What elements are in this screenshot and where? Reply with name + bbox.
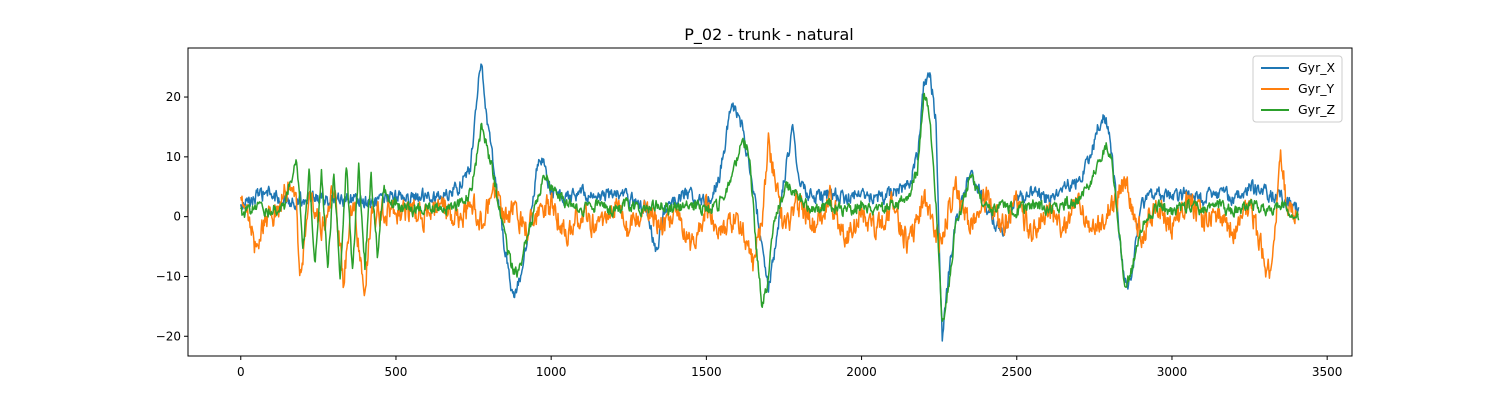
- y-tick-label: 20: [166, 90, 181, 104]
- y-tick-label: −10: [156, 269, 181, 283]
- x-tick-label: 500: [385, 365, 408, 379]
- series-line-gyr-y: [240, 132, 1300, 297]
- x-tick-label: 0: [237, 365, 245, 379]
- x-tick-label: 1000: [536, 365, 567, 379]
- series-line-gyr-z: [240, 92, 1300, 322]
- x-tick-label: 2000: [846, 365, 877, 379]
- y-tick-label: 10: [166, 150, 181, 164]
- legend-label: Gyr_X: [1298, 60, 1335, 75]
- y-tick-label: 0: [173, 210, 181, 224]
- x-axis: 0 500 1000 1500 2000 2500 3000 3500: [237, 356, 1342, 379]
- plot-frame: [187, 47, 1353, 357]
- x-tick-label: 3500: [1312, 365, 1343, 379]
- legend: Gyr_X Gyr_Y Gyr_Z: [1252, 55, 1343, 123]
- x-tick-label: 1500: [691, 365, 722, 379]
- x-tick-label: 2500: [1001, 365, 1032, 379]
- y-tick-label: −20: [156, 329, 181, 343]
- legend-label: Gyr_Y: [1298, 81, 1334, 96]
- chart-title: P_02 - trunk - natural: [684, 25, 853, 45]
- y-axis: −20 −10 0 10 20: [156, 90, 188, 343]
- x-tick-label: 3000: [1157, 365, 1188, 379]
- legend-box: [1252, 55, 1343, 123]
- plot-series: [240, 63, 1300, 342]
- legend-label: Gyr_Z: [1298, 102, 1335, 117]
